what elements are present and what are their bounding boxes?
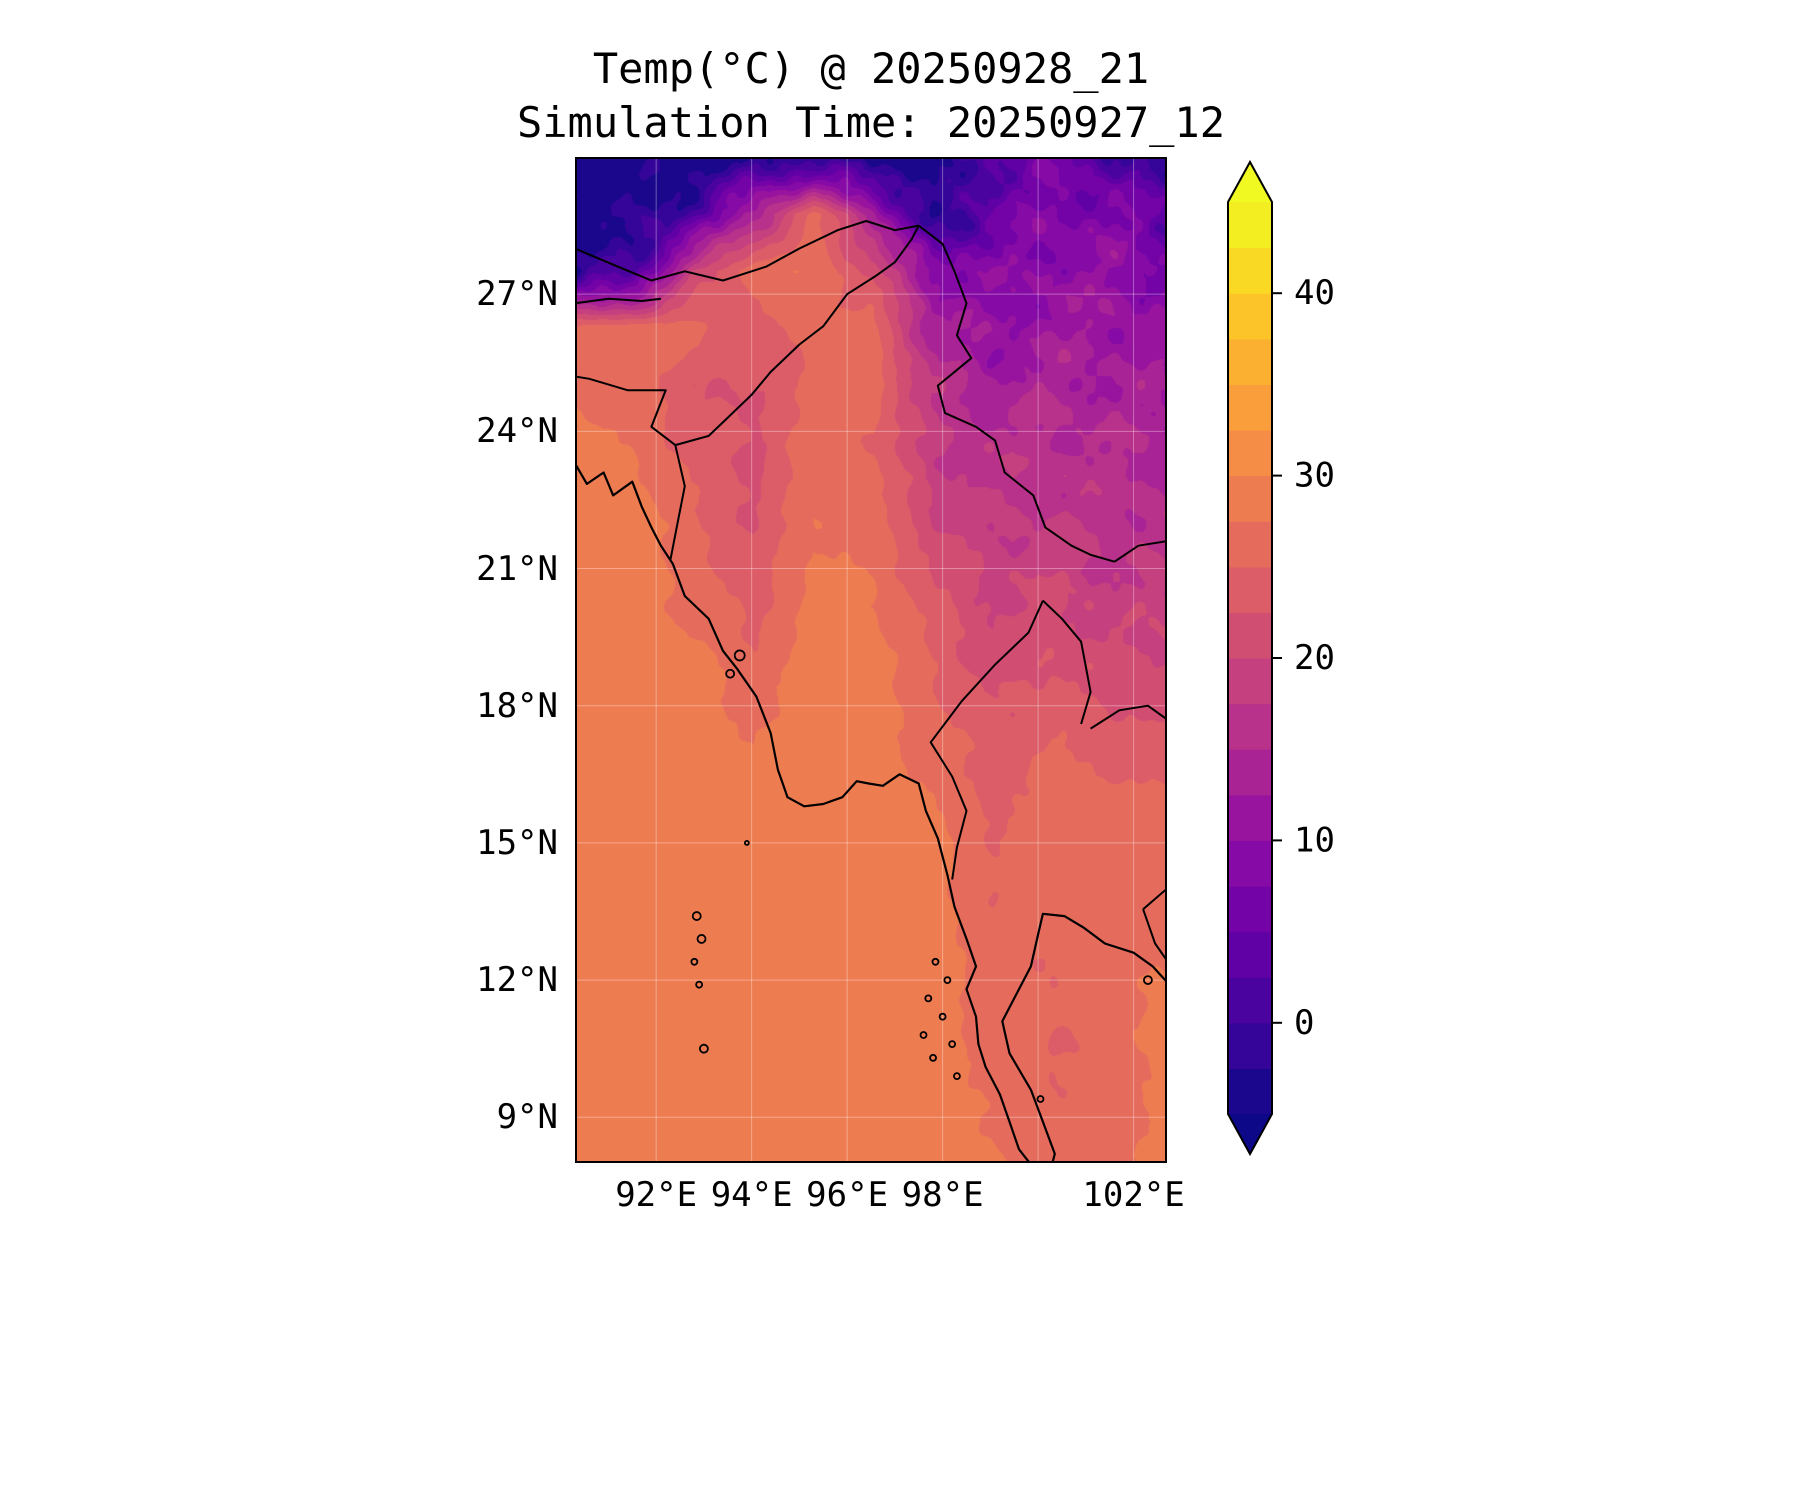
country-border xyxy=(575,375,686,560)
island-outline xyxy=(743,840,750,846)
chart-title: Temp(°C) @ 20250928_21 xyxy=(592,44,1150,93)
y-tick-label: 21°N xyxy=(476,548,558,589)
island-outline xyxy=(919,1031,928,1039)
colorbar-segment xyxy=(1228,247,1272,294)
colorbar-segment xyxy=(1228,475,1272,522)
colorbar-segment xyxy=(1228,794,1272,841)
island-outline xyxy=(943,976,952,984)
country-border xyxy=(575,220,919,282)
island-outline xyxy=(948,1040,957,1049)
country-border xyxy=(1142,887,1167,910)
island-outline xyxy=(733,649,746,662)
map-overlay-svg xyxy=(575,157,1167,1163)
island-outline xyxy=(696,934,707,944)
island-outline xyxy=(938,1012,947,1021)
island-outline xyxy=(691,911,702,921)
island-outline xyxy=(690,957,699,966)
colorbar-tick-label: 20 xyxy=(1294,638,1335,678)
colorbar-segment xyxy=(1228,430,1272,477)
island-outline xyxy=(931,957,940,966)
island-outline xyxy=(929,1053,937,1062)
x-tick-label: 102°E xyxy=(1082,1175,1185,1215)
island-outline xyxy=(695,980,704,989)
colorbar-tick-label: 40 xyxy=(1294,273,1335,313)
country-border xyxy=(1142,908,1167,963)
colorbar-segment xyxy=(1228,566,1272,613)
island-outline xyxy=(699,1043,709,1054)
colorbar-segment xyxy=(1228,749,1272,796)
y-tick-label: 24°N xyxy=(476,411,558,452)
colorbar-segment xyxy=(1228,612,1272,659)
colorbar-outline xyxy=(1227,159,1273,1157)
y-tick-label: 27°N xyxy=(476,274,558,315)
colorbar-segment xyxy=(1228,703,1272,750)
colorbar-segment xyxy=(1228,521,1272,568)
chart-subtitle: Simulation Time: 20250927_12 xyxy=(516,98,1225,147)
colorbar-segment xyxy=(1228,384,1272,431)
y-tick-label: 15°N xyxy=(476,822,558,863)
colorbar-segment xyxy=(1228,886,1272,933)
colorbar-tick-label: 0 xyxy=(1294,1003,1314,1043)
colorbar-segment xyxy=(1228,931,1272,978)
island-outline xyxy=(1036,1095,1045,1103)
colorbar-segment xyxy=(1228,1022,1272,1069)
coastline xyxy=(575,462,1167,1163)
island-outline xyxy=(924,994,933,1003)
colorbar: 40 30 20 10 0 xyxy=(1227,159,1335,1157)
island-outline xyxy=(725,668,736,679)
country-border xyxy=(1090,704,1167,730)
colorbar-tick-label: 10 xyxy=(1294,820,1335,860)
map-axes xyxy=(575,157,1167,1163)
y-tick-label: 12°N xyxy=(476,960,558,1001)
axes-frame xyxy=(575,157,1167,1163)
colorbar-segment xyxy=(1228,977,1272,1024)
country-border xyxy=(918,224,1115,563)
colorbar-segment xyxy=(1228,1068,1272,1115)
colorbar-tick-label: 30 xyxy=(1294,456,1335,496)
y-tick-label: 18°N xyxy=(476,685,558,726)
colorbar-segment xyxy=(1228,338,1272,385)
island-outline xyxy=(1143,975,1153,985)
country-border xyxy=(575,297,662,305)
x-tick-label: 94°E xyxy=(710,1175,793,1215)
country-border xyxy=(1113,540,1167,563)
colorbar-segment xyxy=(1228,658,1272,705)
country-border xyxy=(1042,599,1092,725)
x-tick-label: 98°E xyxy=(901,1175,984,1215)
colorbar-segment xyxy=(1228,293,1272,340)
island-outline xyxy=(953,1072,961,1081)
country-border xyxy=(929,600,1044,880)
colorbar-extend-above xyxy=(1228,162,1272,202)
colorbar-segment xyxy=(1228,840,1272,887)
x-tick-label: 92°E xyxy=(615,1175,698,1215)
x-tick-label: 96°E xyxy=(806,1175,889,1215)
y-tick-label: 9°N xyxy=(496,1097,558,1138)
temperature-field-canvas xyxy=(575,157,1167,1163)
country-border xyxy=(675,225,920,447)
colorbar-extend-below xyxy=(1228,1114,1272,1154)
colorbar-segment xyxy=(1228,202,1272,249)
